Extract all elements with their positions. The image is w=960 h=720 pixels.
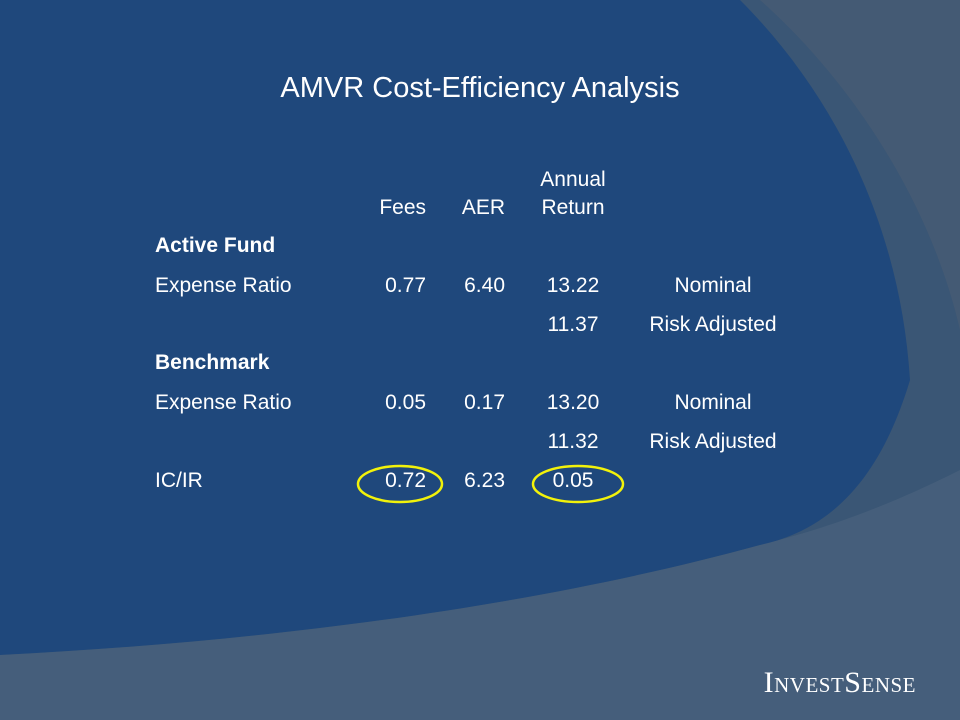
table-cell: 6.40 <box>464 274 505 297</box>
table-cell: 0.05 <box>552 469 594 492</box>
table-cell: 0.17 <box>464 391 505 414</box>
table-cell: 11.37 <box>547 313 599 336</box>
row-label: IC/IR <box>155 469 203 492</box>
table-cell: 13.22 <box>546 274 600 297</box>
table-cell: 0.77 <box>385 274 426 297</box>
table-cell: 0.72 <box>385 469 426 492</box>
table-cell: 6.23 <box>464 469 505 492</box>
section-heading: Active Fund <box>155 234 276 257</box>
table-cell: Risk Adjusted <box>649 430 777 453</box>
table-cell: 0.05 <box>385 391 426 414</box>
slide-title: AMVR Cost-Efficiency Analysis <box>280 72 680 104</box>
row-label: Expense Ratio <box>155 274 292 297</box>
column-header: AER <box>461 196 505 219</box>
logo: InvestSense <box>763 666 916 699</box>
table-cell: Risk Adjusted <box>649 313 777 336</box>
section-heading: Benchmark <box>155 351 270 374</box>
table-cell: Nominal <box>674 274 752 297</box>
table-cell: 13.20 <box>546 391 600 414</box>
column-header: Annual Return <box>540 168 606 219</box>
column-header: Fees <box>379 196 426 219</box>
table-cell: 11.32 <box>547 430 599 453</box>
row-label: Expense Ratio <box>155 391 292 414</box>
table-cell: Nominal <box>674 391 752 414</box>
